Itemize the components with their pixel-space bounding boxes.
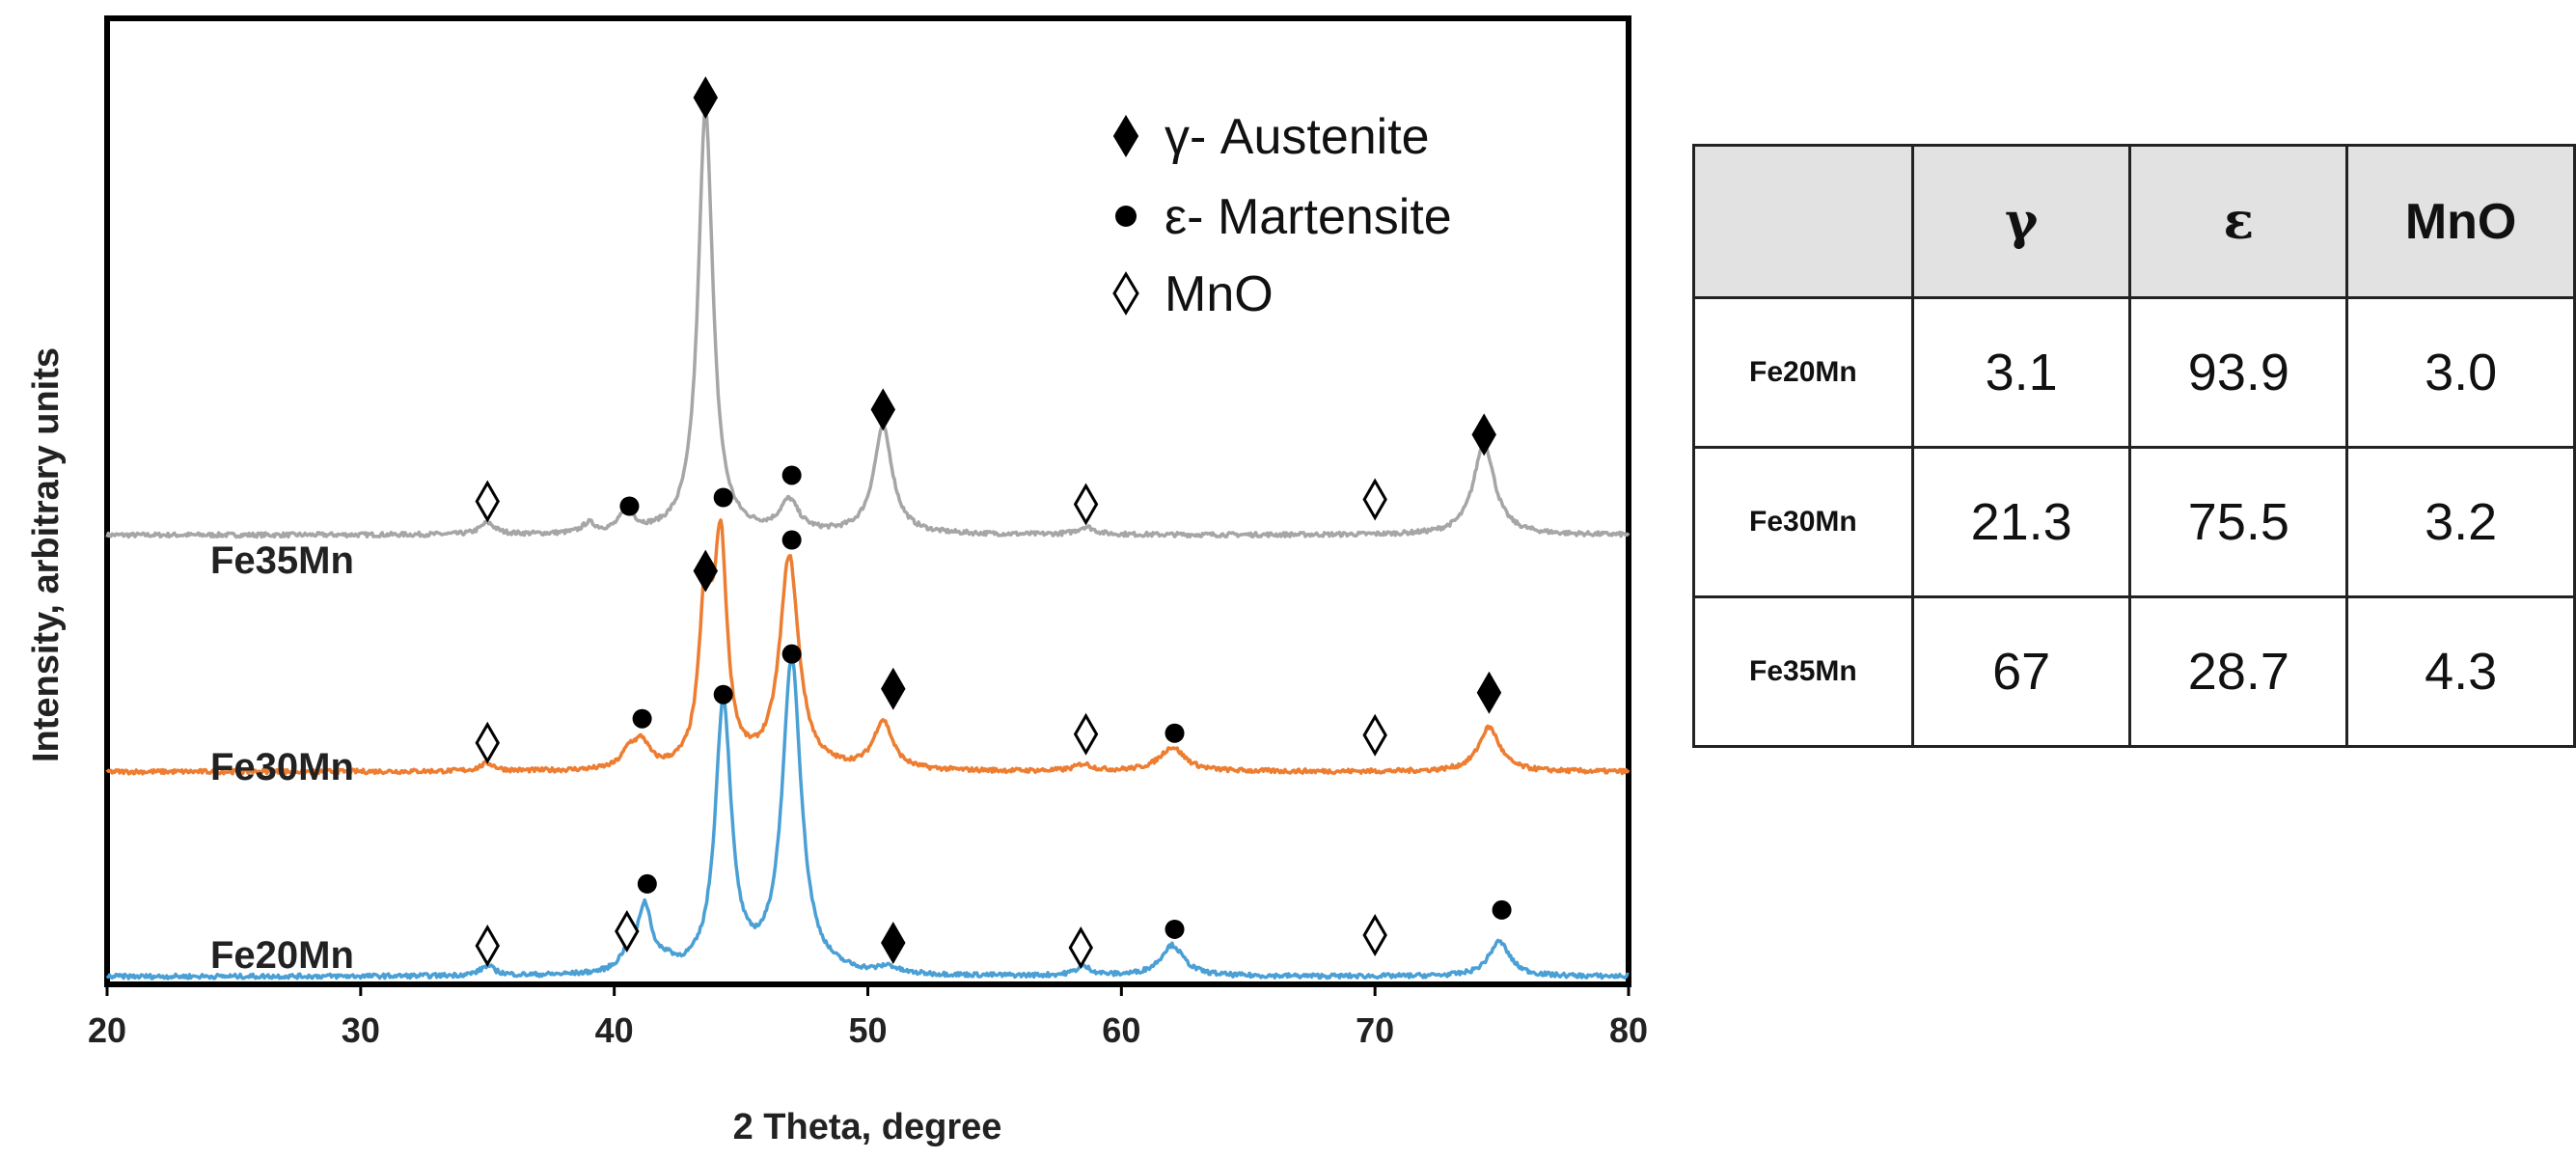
table-cell-gamma: 3.1: [1910, 296, 2132, 449]
phase-fraction-table: γ ε MnO Fe20Mn 3.1 93.9 3.0 Fe30Mn 21.3 …: [1692, 144, 2576, 748]
x-axis-ticks: 20 30 40 50 60 70 80: [88, 984, 1648, 1050]
x-tick-label-50: 50: [848, 1010, 887, 1050]
table-row: Fe20Mn 3.1 93.9 3.0: [1692, 296, 2576, 449]
table-cell-epsilon: 75.5: [2128, 446, 2349, 598]
marker-fe20mn-filled-circle-5: [1165, 919, 1185, 939]
marker-fe30mn-filled-circle-3: [713, 684, 733, 704]
marker-layer: [475, 76, 1512, 969]
marker-fe30mn-filled-diamond-10: [1476, 671, 1502, 714]
marker-fe30mn-filled-diamond-6: [881, 667, 906, 710]
marker-fe35mn-open-diamond-7: [1362, 478, 1387, 521]
marker-fe20mn-open-diamond-1: [615, 909, 640, 953]
series-label-fe30mn: Fe30Mn: [210, 746, 354, 788]
series-line-fe35mn: [105, 108, 1631, 539]
marker-fe35mn-filled-circle-3: [781, 465, 802, 485]
legend: γ- Austenite ε- Martensite MnO: [1112, 109, 1452, 322]
marker-fe35mn-open-diamond-0: [475, 480, 500, 523]
x-tick-label-20: 20: [88, 1010, 126, 1050]
table-row-label: Fe30Mn: [1692, 446, 1914, 598]
table-cell-epsilon: 93.9: [2128, 296, 2349, 449]
legend-symbol-austenite: [1112, 115, 1139, 157]
table-row-label: Fe35Mn: [1692, 595, 1914, 748]
marker-fe20mn-filled-circle-2: [637, 873, 657, 894]
marker-fe20mn-filled-diamond-3: [881, 921, 906, 964]
table-row-label: Fe20Mn: [1692, 296, 1914, 449]
x-axis-title: 2 Theta, degree: [733, 1107, 1002, 1147]
table-header-blank: [1692, 144, 1914, 299]
table-row: Fe35Mn 67 28.7 4.3: [1692, 595, 2576, 748]
legend-symbol-martensite: [1115, 206, 1137, 227]
x-tick-label-70: 70: [1356, 1010, 1394, 1050]
table-cell-mno: 3.2: [2345, 446, 2576, 598]
marker-fe20mn-filled-circle-7: [1492, 899, 1512, 920]
table-cell-mno: 3.0: [2345, 296, 2576, 449]
marker-fe30mn-open-diamond-0: [475, 721, 500, 764]
marker-fe30mn-filled-circle-1: [632, 708, 652, 729]
marker-fe35mn-filled-diamond-4: [693, 76, 719, 120]
series-layer: [105, 108, 1631, 980]
marker-fe35mn-filled-diamond-5: [870, 388, 896, 431]
marker-fe30mn-filled-circle-4: [781, 530, 802, 550]
table-header-mno: MnO: [2345, 144, 2576, 299]
x-tick-label-60: 60: [1102, 1010, 1140, 1050]
marker-fe35mn-open-diamond-6: [1073, 483, 1099, 526]
marker-fe20mn-open-diamond-4: [1068, 925, 1094, 969]
table-header-row: γ ε MnO: [1692, 144, 2576, 299]
table-header-epsilon: ε: [2128, 144, 2349, 299]
xrd-chart: 20 30 40 50 60 70 80 Fe35Mn Fe30Mn Fe20Mn γ- A…: [26, 15, 1648, 1147]
series-line-fe30mn: [105, 518, 1631, 776]
marker-fe30mn-open-diamond-9: [1362, 713, 1387, 757]
marker-fe30mn-open-diamond-7: [1073, 712, 1099, 756]
series-label-fe20mn: Fe20Mn: [210, 934, 354, 977]
table-row: Fe30Mn 21.3 75.5 3.2: [1692, 446, 2576, 598]
x-tick-label-30: 30: [342, 1010, 380, 1050]
series-line-fe20mn: [105, 656, 1630, 980]
y-axis-title: Intensity, arbitrary units: [26, 347, 67, 762]
marker-fe30mn-filled-circle-8: [1165, 723, 1185, 743]
marker-fe20mn-open-diamond-6: [1362, 913, 1387, 956]
marker-fe20mn-open-diamond-0: [475, 924, 500, 967]
x-tick-label-80: 80: [1609, 1010, 1648, 1050]
marker-fe35mn-filled-circle-2: [713, 487, 733, 508]
marker-fe30mn-filled-diamond-2: [693, 549, 719, 593]
x-tick-label-40: 40: [595, 1010, 634, 1050]
table-cell-gamma: 21.3: [1910, 446, 2132, 598]
legend-symbol-mno: [1112, 271, 1139, 316]
legend-label-austenite: γ- Austenite: [1165, 109, 1430, 165]
table-cell-mno: 4.3: [2345, 595, 2576, 748]
series-label-fe35mn: Fe35Mn: [210, 539, 354, 582]
marker-fe35mn-filled-diamond-8: [1471, 413, 1496, 456]
legend-label-mno: MnO: [1165, 266, 1274, 322]
table-cell-gamma: 67: [1910, 595, 2132, 748]
table-header-gamma: γ: [1910, 144, 2132, 299]
marker-fe35mn-filled-circle-1: [619, 496, 640, 516]
marker-fe30mn-filled-circle-5: [781, 644, 802, 664]
legend-label-martensite: ε- Martensite: [1165, 189, 1452, 245]
table-cell-epsilon: 28.7: [2128, 595, 2349, 748]
